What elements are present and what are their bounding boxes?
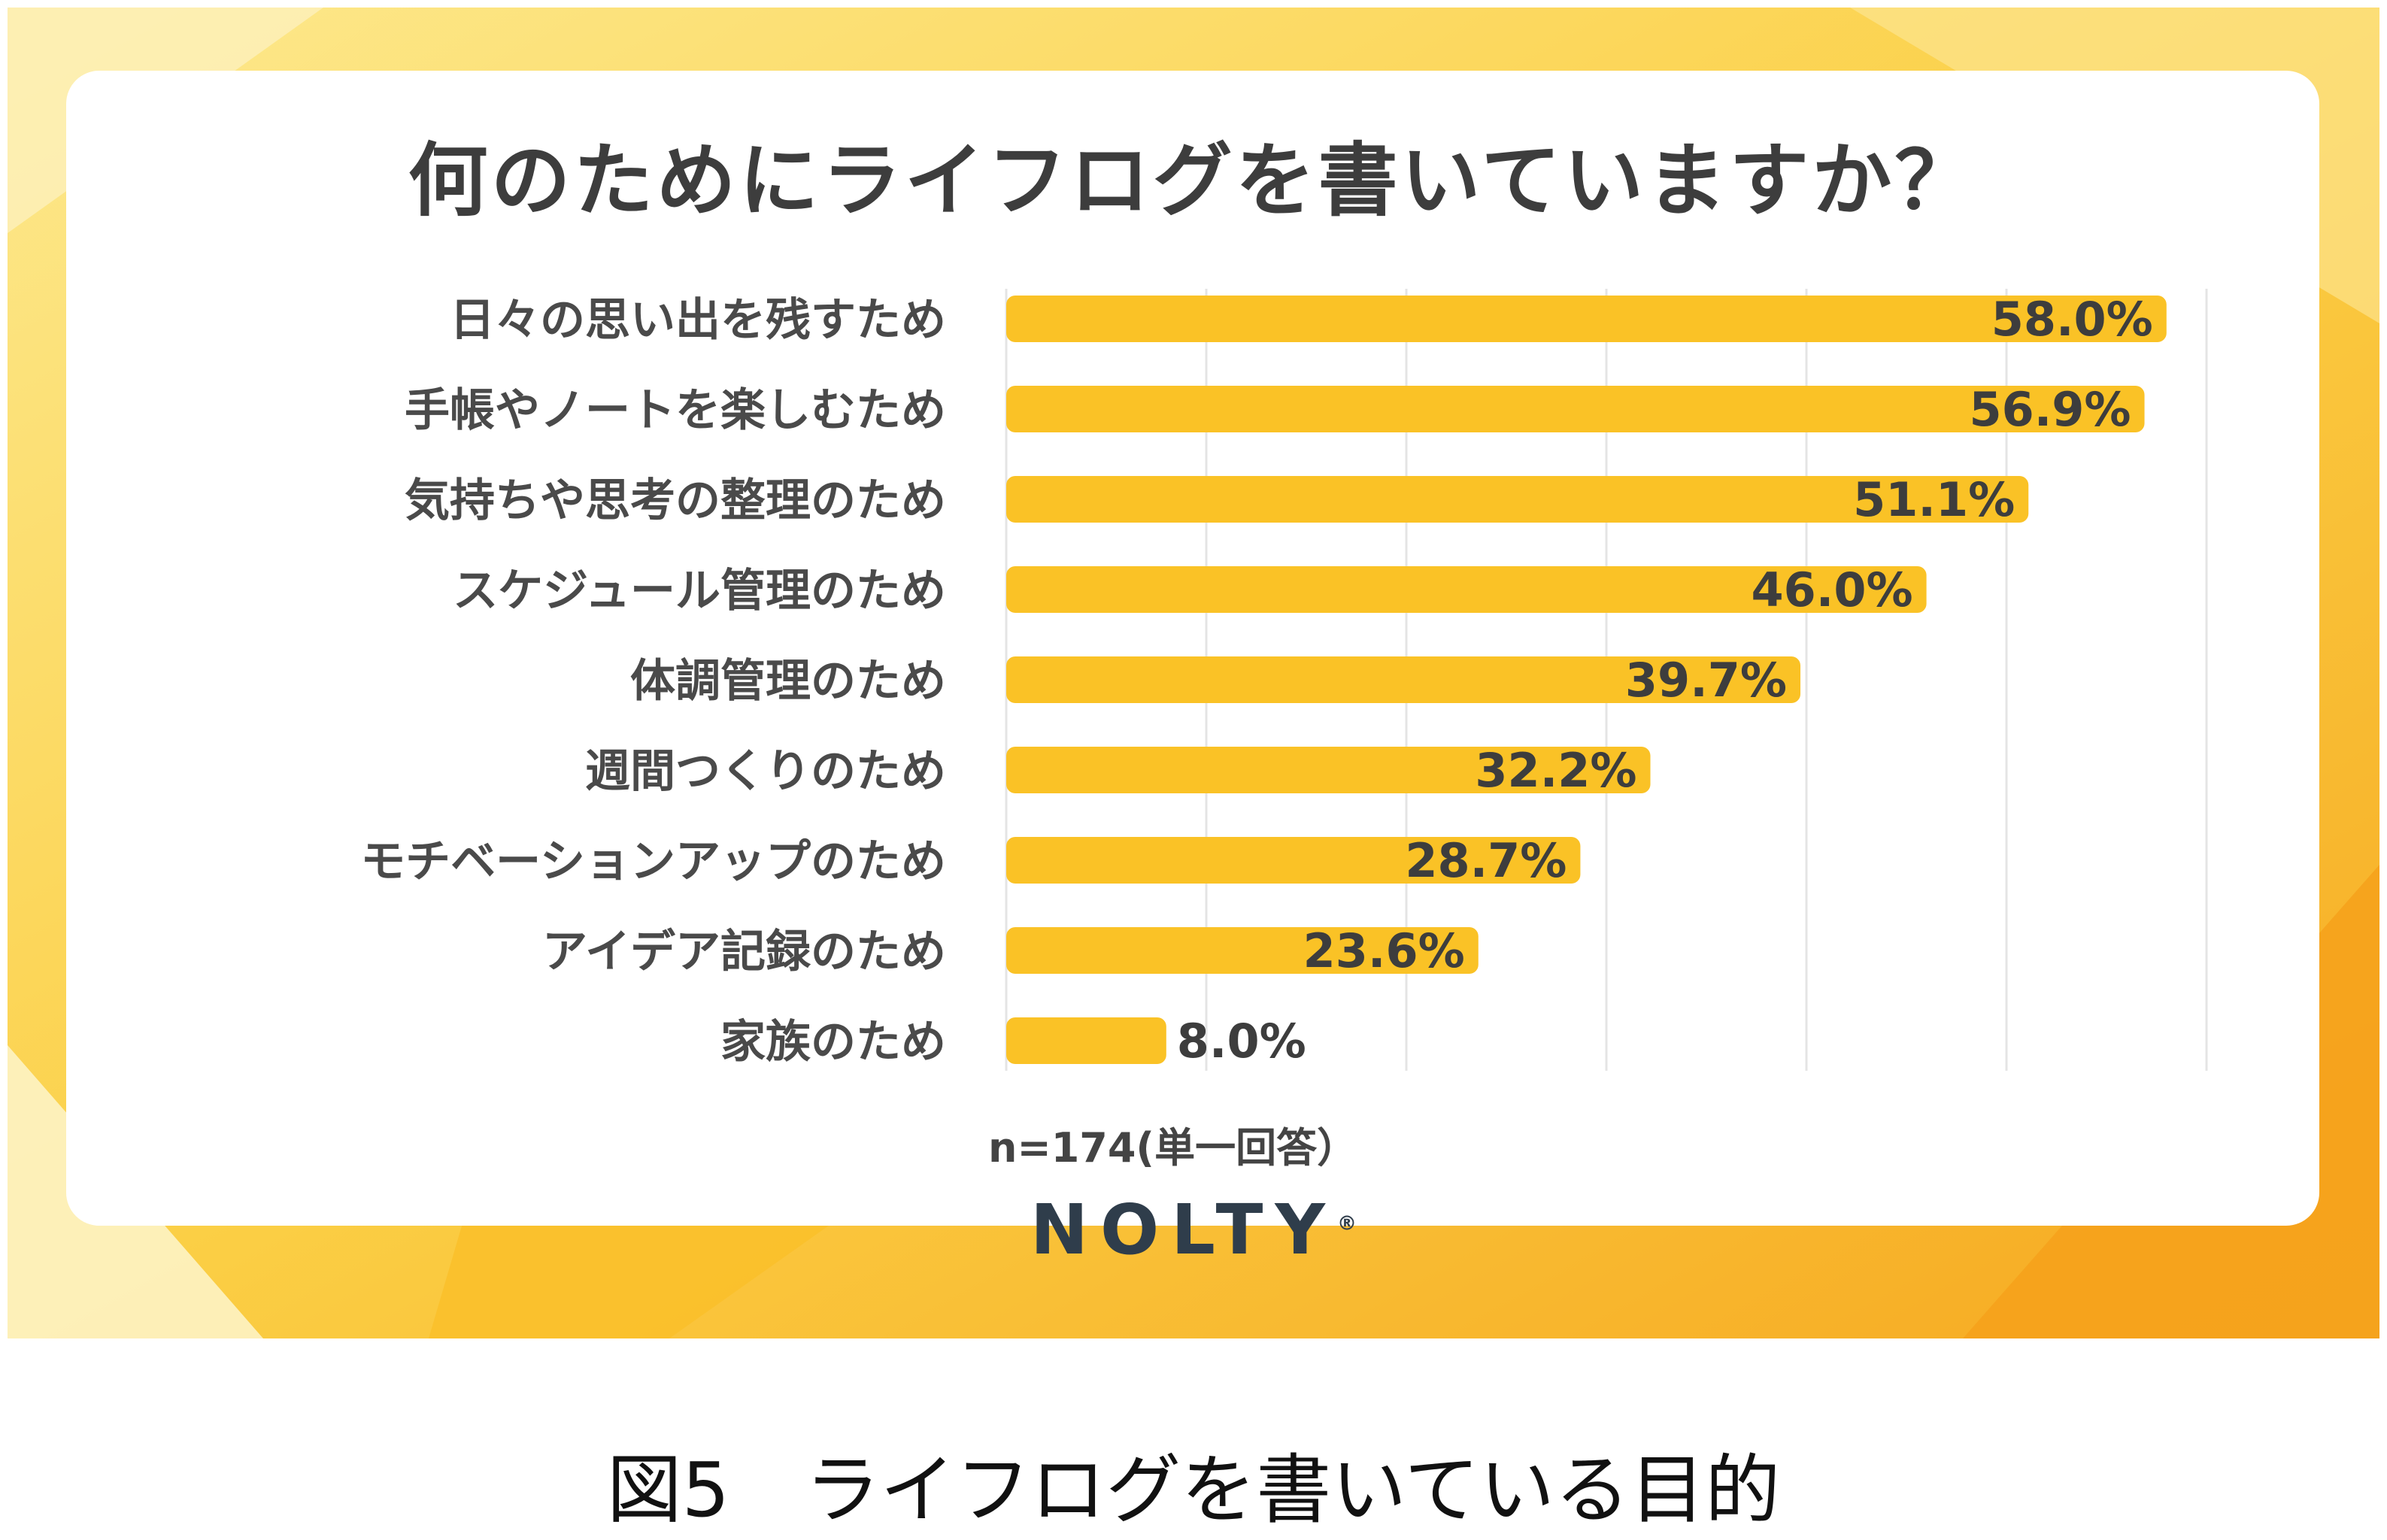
category-label: アイデア記録のため xyxy=(542,926,946,978)
bar-chart-plot: 日々の思い出を残すため 58.0% 手帳やノートを楽しむため 56.9% 気持ちや思考の… xyxy=(360,289,2208,1071)
category-label: 家族のため xyxy=(720,1016,946,1069)
bar xyxy=(1006,296,2167,342)
bar xyxy=(1006,927,1479,974)
bar xyxy=(1006,837,1581,884)
value-label: 58.0% xyxy=(1991,292,2153,347)
value-label: 8.0% xyxy=(1177,1014,1306,1069)
value-label: 56.9% xyxy=(1969,382,2131,437)
value-label: 51.1% xyxy=(1853,472,2015,527)
registered-mark: ® xyxy=(1336,1212,1357,1235)
value-label: 32.2% xyxy=(1475,743,1636,798)
value-label: 28.7% xyxy=(1405,833,1567,888)
bar xyxy=(1006,656,1801,703)
chart-card: 何のためにライフログを書いていますか？ 日々の思い出を残すため 58.0% 手帳やノ… xyxy=(66,71,2319,1226)
chart-title: 何のためにライフログを書いていますか？ xyxy=(408,135,1978,227)
sample-size-note: n=174(単一回答） xyxy=(988,1124,1358,1172)
bar xyxy=(1006,476,2029,523)
infographic-banner: 何のためにライフログを書いていますか？ 日々の思い出を残すため 58.0% 手帳やノ… xyxy=(8,8,2379,1338)
category-label: スケジュール管理のため xyxy=(453,565,946,617)
bar xyxy=(1006,1017,1166,1064)
category-label: 手帳やノートを楽しむため xyxy=(405,384,946,437)
value-label: 23.6% xyxy=(1303,923,1465,978)
bar xyxy=(1006,386,2145,432)
nolty-logo: NOLTY® xyxy=(8,1190,2379,1270)
logo-text: NOLTY xyxy=(1030,1190,1337,1270)
category-label: 日々の思い出を残すため xyxy=(450,294,946,347)
bar xyxy=(1006,566,1927,613)
category-label: 気持ちや思考の整理のため xyxy=(405,474,946,527)
category-label: 体調管理のため xyxy=(630,655,946,708)
figure-caption: 図5 ライフログを書いている目的 xyxy=(606,1446,1781,1534)
category-label: モチベーションアップのため xyxy=(360,835,946,888)
value-label: 39.7% xyxy=(1625,653,1787,708)
category-label: 週間つくりのため xyxy=(585,745,946,798)
bar xyxy=(1006,747,1651,793)
value-label: 46.0% xyxy=(1752,562,1913,617)
banner-shape-bottom-mid xyxy=(429,1211,850,1338)
